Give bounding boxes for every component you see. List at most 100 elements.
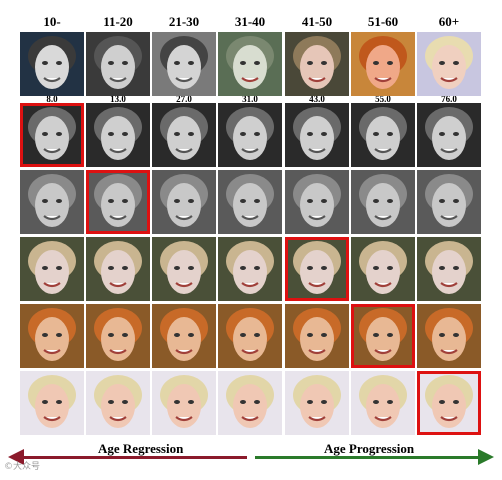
estimated-age-label: 43.0 — [309, 94, 325, 104]
face-portrait — [86, 32, 150, 96]
face-portrait — [86, 237, 150, 301]
face-cell — [417, 32, 481, 96]
age-group-header: 31-40 — [234, 14, 266, 29]
face-cell — [351, 170, 415, 234]
face-cell — [152, 371, 216, 435]
face-portrait — [218, 371, 282, 435]
face-cell — [86, 237, 150, 301]
estimated-age-label: 8.0 — [46, 94, 58, 104]
face-cell — [20, 304, 84, 368]
face-cell — [152, 304, 216, 368]
face-cell — [218, 170, 282, 234]
face-cell-selected — [86, 170, 150, 234]
face-portrait — [152, 103, 216, 167]
face-portrait — [20, 371, 84, 435]
face-cell — [351, 32, 415, 96]
estimated-age-label: 76.0 — [441, 94, 457, 104]
face-portrait — [218, 304, 282, 368]
age-group-header: 41-50 — [301, 14, 333, 29]
face-cell — [285, 32, 349, 96]
face-portrait — [218, 32, 282, 96]
estimated-age-label: 31.0 — [242, 94, 258, 104]
face-portrait — [351, 103, 415, 167]
face-cell — [86, 371, 150, 435]
face-cell — [152, 32, 216, 96]
regression-label: Age Regression — [98, 441, 184, 456]
face-cell — [218, 237, 282, 301]
face-portrait — [86, 371, 150, 435]
face-portrait — [417, 103, 481, 167]
face-cell-selected — [285, 237, 349, 301]
face-portrait — [351, 237, 415, 301]
face-portrait — [417, 32, 481, 96]
face-portrait — [417, 237, 481, 301]
face-cell — [417, 237, 481, 301]
face-cell — [86, 103, 150, 167]
face-cell — [20, 32, 84, 96]
face-cell — [20, 371, 84, 435]
face-cell — [86, 32, 150, 96]
face-cell — [218, 304, 282, 368]
face-portrait — [152, 170, 216, 234]
face-portrait — [20, 304, 84, 368]
face-cell — [218, 103, 282, 167]
face-portrait — [218, 237, 282, 301]
face-portrait — [351, 32, 415, 96]
age-group-header: 21-30 — [168, 14, 200, 29]
face-cell — [285, 304, 349, 368]
face-cell — [351, 371, 415, 435]
watermark: ©大众号 — [4, 462, 41, 472]
progression-arrowhead-icon — [478, 449, 494, 465]
face-cell — [152, 237, 216, 301]
face-portrait — [152, 371, 216, 435]
face-portrait — [218, 170, 282, 234]
face-portrait — [23, 106, 81, 164]
age-group-header: 10- — [43, 14, 61, 29]
face-cell — [285, 371, 349, 435]
face-cell — [20, 237, 84, 301]
face-cell — [285, 170, 349, 234]
face-portrait — [152, 32, 216, 96]
face-portrait — [285, 170, 349, 234]
face-portrait — [20, 170, 84, 234]
face-portrait — [351, 170, 415, 234]
face-cell — [86, 304, 150, 368]
face-portrait — [351, 371, 415, 435]
face-cell — [152, 103, 216, 167]
face-portrait — [420, 374, 478, 432]
face-cell — [218, 371, 282, 435]
face-cell — [351, 103, 415, 167]
face-portrait — [417, 304, 481, 368]
age-group-header: 60+ — [438, 14, 460, 29]
progression-arrow-line — [255, 456, 480, 459]
face-cell — [417, 103, 481, 167]
face-cell — [285, 103, 349, 167]
progression-label: Age Progression — [324, 441, 415, 456]
regression-arrowhead-icon — [8, 449, 24, 465]
face-cell — [417, 304, 481, 368]
face-cell-selected — [351, 304, 415, 368]
face-cell — [152, 170, 216, 234]
face-portrait — [285, 103, 349, 167]
face-portrait — [152, 237, 216, 301]
regression-arrow-line — [22, 456, 247, 459]
age-group-header: 51-60 — [367, 14, 399, 29]
age-group-header: 11-20 — [103, 14, 133, 29]
estimated-age-label: 13.0 — [110, 94, 126, 104]
face-cell-selected — [417, 371, 481, 435]
face-portrait — [285, 32, 349, 96]
face-portrait — [20, 237, 84, 301]
face-portrait — [288, 240, 346, 298]
face-portrait — [89, 173, 147, 231]
face-portrait — [285, 371, 349, 435]
estimated-age-label: 55.0 — [375, 94, 391, 104]
face-portrait — [86, 304, 150, 368]
face-portrait — [152, 304, 216, 368]
face-portrait — [285, 304, 349, 368]
face-cell-selected — [20, 103, 84, 167]
face-cell — [351, 237, 415, 301]
face-portrait — [218, 103, 282, 167]
face-portrait — [20, 32, 84, 96]
face-portrait — [354, 307, 412, 365]
face-portrait — [86, 103, 150, 167]
